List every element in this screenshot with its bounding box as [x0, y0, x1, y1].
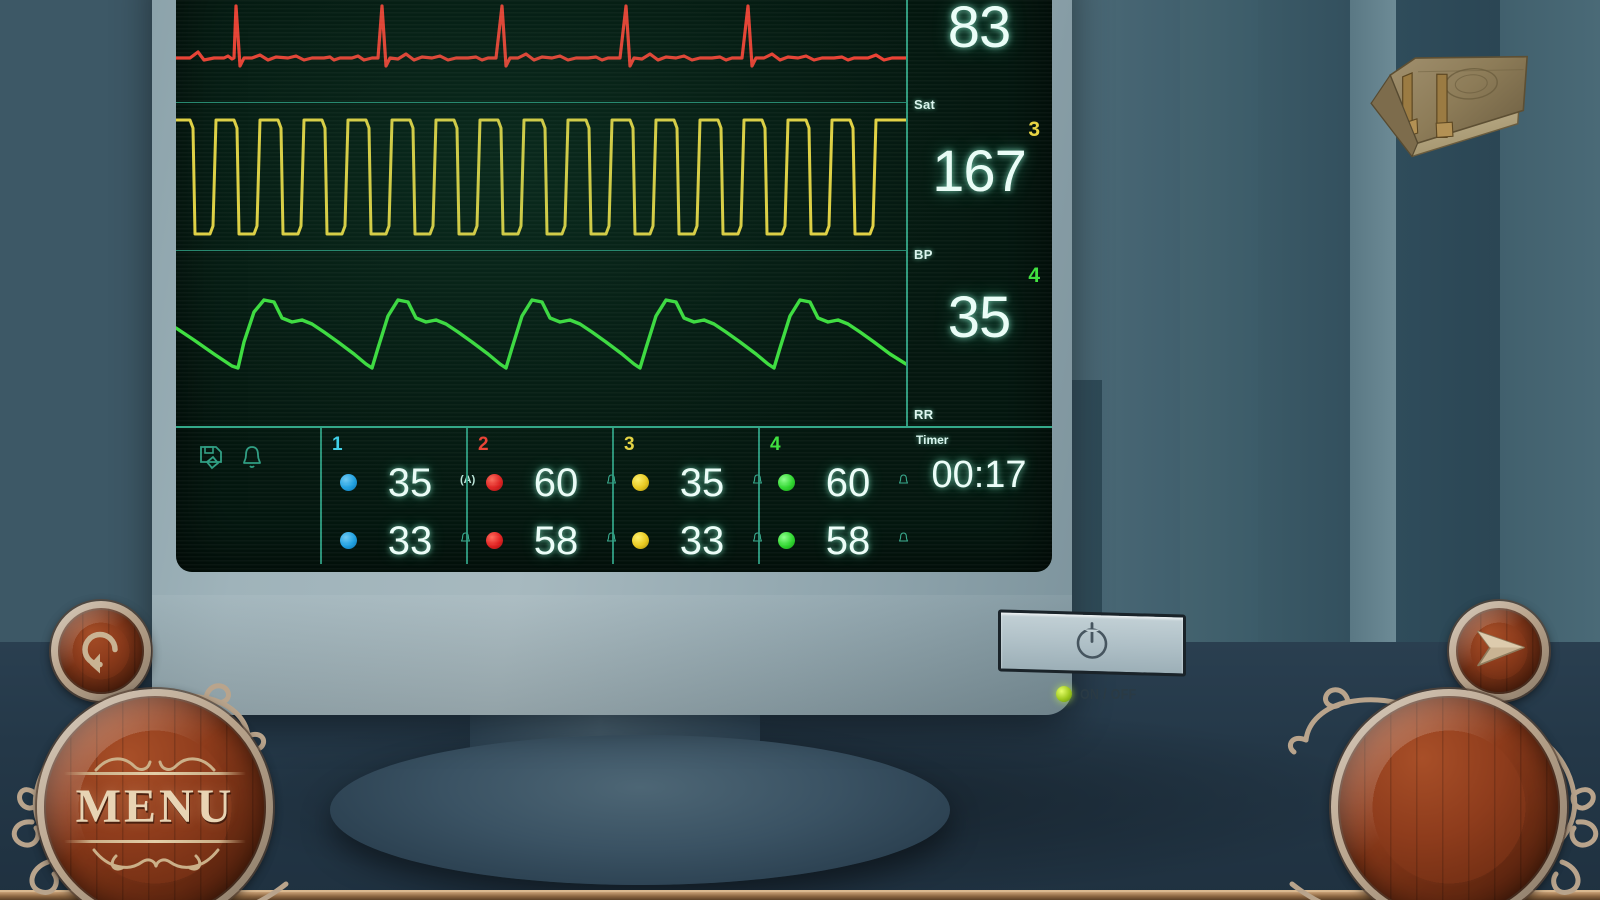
alarm-row-low: 33	[612, 516, 762, 564]
alarm-high-value: 60	[533, 461, 579, 505]
channel-dot	[778, 474, 795, 491]
alarm-bell-icon	[606, 474, 617, 490]
numeric-readouts-column: HR 2 83 Sat 3 167 BP 4 35 RR	[906, 0, 1052, 428]
numeric-column-divider	[906, 0, 908, 428]
menu-button[interactable]: MENU	[11, 682, 289, 900]
numeric-value-sat: 83	[947, 0, 1012, 60]
timer-cell: Timer 00:17	[906, 428, 1052, 572]
alarm-row-low: 58	[466, 516, 616, 564]
alarm-cell-2[interactable]: 2 60 58	[466, 428, 616, 572]
cell-channel-number: 3	[624, 434, 635, 455]
alarm-high-value: 60	[825, 461, 871, 505]
numeric-block-rr[interactable]: 4 35 RR	[906, 262, 1052, 422]
alarm-bell-icon	[752, 532, 763, 548]
channel-dot	[778, 532, 795, 549]
alarm-high-value: 35	[387, 461, 433, 505]
menu-label: MENU	[75, 780, 235, 833]
alarm-row-high: 60	[466, 458, 616, 506]
numeric-value-rr: 35	[947, 285, 1012, 350]
inventory-slot-frame	[1331, 689, 1567, 900]
channel-dot	[340, 532, 357, 549]
channel-dot	[486, 532, 503, 549]
alarm-cell-1[interactable]: 1 35 (A) 33	[320, 428, 475, 572]
cell-divider	[758, 428, 760, 564]
monitor-stand-base	[330, 735, 950, 885]
cell-channel-number: 4	[770, 434, 781, 455]
panel-top-divider	[176, 426, 1052, 428]
cell-divider	[612, 428, 614, 564]
alarm-row-high: 60	[758, 458, 909, 506]
waveform-channel-4-arterial	[176, 256, 906, 384]
alarm-row-low: 33	[320, 516, 470, 564]
alarm-low-value: 58	[825, 519, 871, 563]
channel-number-3: 3	[1028, 118, 1040, 141]
menu-button-frame	[37, 689, 273, 900]
hud-bottom-border	[0, 890, 1600, 900]
alarm-high-value: 35	[679, 461, 725, 505]
alarm-cell-3[interactable]: 3 35 33	[612, 428, 762, 572]
alarm-row-low: 58	[758, 516, 909, 564]
next-button-frame	[1449, 601, 1549, 701]
alarm-low-value: 33	[387, 519, 433, 563]
cell-divider	[320, 428, 322, 564]
alarm-low-value: 58	[533, 519, 579, 563]
power-led-indicator	[1056, 686, 1072, 702]
alarm-bell-icon	[752, 474, 763, 490]
channel-dot	[486, 474, 503, 491]
power-label: ON / OFF	[1080, 686, 1137, 703]
save-icon[interactable]	[198, 444, 224, 470]
numeric-label-rr: RR	[914, 407, 934, 422]
menu-rule-bottom	[64, 840, 246, 843]
numeric-label-bp: BP	[914, 247, 933, 262]
channel-number-4: 4	[1028, 264, 1040, 287]
alarm-bell-icon	[460, 532, 471, 548]
alarm-limits-panel: 1 35 (A) 33 2 60	[176, 426, 1052, 572]
next-button[interactable]	[1446, 598, 1552, 704]
numeric-value-bp: 167	[932, 139, 1027, 204]
grid-line	[176, 102, 906, 103]
numeric-block-sat[interactable]: 2 83 Sat	[906, 0, 1052, 112]
power-icon	[1072, 619, 1112, 667]
grid-line	[176, 250, 906, 251]
alarm-bell-icon	[606, 532, 617, 548]
alarm-low-value: 33	[679, 519, 725, 563]
power-control-group: ON / OFF	[998, 609, 1188, 716]
vital-signs-screen[interactable]: HR 2 83 Sat 3 167 BP 4 35 RR	[176, 0, 1052, 572]
forward-arrow-icon	[1474, 628, 1528, 675]
inventory-slot[interactable]	[1288, 682, 1599, 900]
timer-value: 00:17	[931, 454, 1027, 496]
numeric-label-sat: Sat	[914, 97, 936, 112]
channel-dot	[632, 532, 649, 549]
cell-channel-number: 2	[478, 434, 489, 455]
alarm-bell-icon	[898, 532, 909, 548]
alarm-bell-icon	[898, 474, 909, 490]
waveform-channel-3-resp	[176, 106, 906, 246]
power-button[interactable]	[998, 609, 1186, 677]
waveform-channel-2-ecg	[176, 0, 906, 90]
alarm-cell-4[interactable]: 4 60 58	[758, 428, 909, 572]
numeric-block-bp[interactable]: 3 167 BP	[906, 116, 1052, 262]
cell-divider	[466, 428, 468, 564]
bell-icon[interactable]	[240, 444, 264, 470]
channel-dot	[632, 474, 649, 491]
panel-icons-cell	[176, 428, 320, 572]
alarm-row-high: 35	[612, 458, 762, 506]
timer-label: Timer	[916, 433, 949, 447]
old-book-item[interactable]	[1352, 24, 1550, 176]
cell-channel-number: 1	[332, 434, 343, 455]
channel-dot	[340, 474, 357, 491]
back-arrow-icon	[75, 624, 127, 679]
alarm-row-high: 35 (A)	[320, 458, 475, 506]
menu-rule-top	[64, 772, 246, 775]
